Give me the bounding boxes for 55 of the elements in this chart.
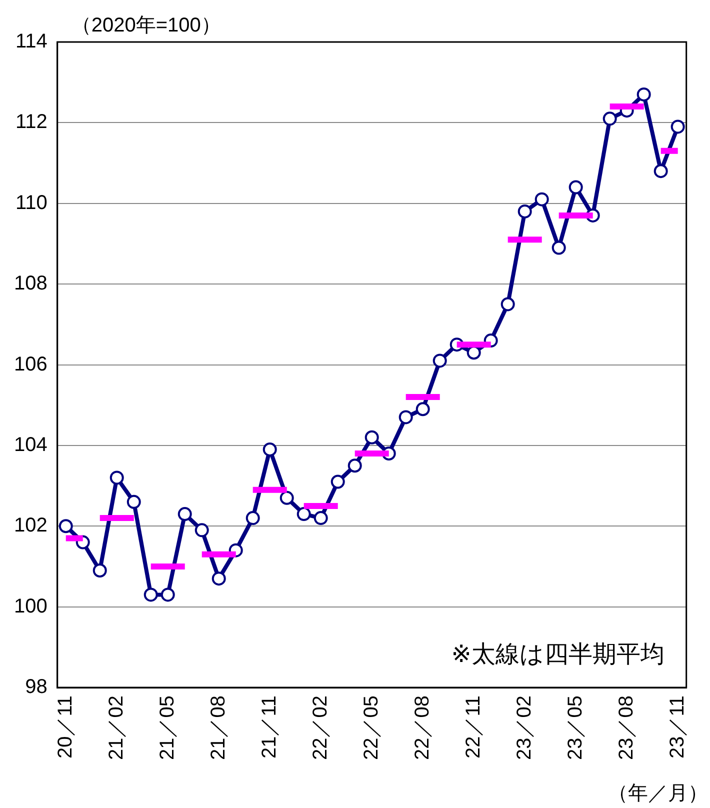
- x-axis-title: （年／月）: [608, 782, 708, 805]
- point: [92, 564, 107, 578]
- point: [212, 572, 226, 586]
- point: [364, 430, 379, 444]
- point: [636, 87, 651, 102]
- x-tick-label: 22／08: [411, 696, 434, 760]
- annotation: ※太線は四半期平均: [451, 641, 664, 668]
- point: [534, 192, 549, 206]
- x-tick-label: 23／08: [615, 696, 638, 760]
- x-tick-label: 20／11: [54, 696, 76, 759]
- x-tick-label: 21／11: [258, 696, 280, 759]
- y-tick-label: 108: [14, 272, 48, 295]
- point: [110, 470, 124, 485]
- point: [262, 442, 277, 456]
- point: [500, 297, 515, 312]
- y-tick-label: 104: [14, 434, 48, 456]
- point: [330, 474, 345, 489]
- y-tick-label: 100: [14, 595, 48, 618]
- point: [280, 490, 294, 505]
- x-tick-label: 23／05: [564, 696, 586, 760]
- point: [58, 519, 73, 534]
- point: [654, 164, 668, 178]
- y-tick-label: 112: [15, 111, 48, 134]
- point: [398, 410, 413, 424]
- x-tick-label: 23／11: [666, 696, 688, 759]
- point: [314, 511, 328, 526]
- point: [466, 346, 481, 360]
- point: [432, 354, 447, 368]
- point: [246, 511, 260, 526]
- point: [178, 507, 192, 522]
- point: [552, 240, 566, 255]
- point: [126, 494, 141, 509]
- point: [194, 523, 209, 538]
- point: [602, 112, 617, 126]
- x-tick-label: 23／02: [513, 696, 536, 760]
- y-tick-label: 114: [15, 30, 48, 53]
- x-tick-label: 21／02: [105, 696, 128, 760]
- y-tick-label: 106: [14, 353, 48, 376]
- y-tick-label: 110: [15, 192, 48, 214]
- y-axis-title: （2020年=100）: [71, 14, 221, 37]
- y-tick-label: 102: [14, 514, 48, 537]
- x-tick-label: 22／02: [309, 696, 332, 760]
- x-tick-label: 21／08: [207, 696, 230, 760]
- x-tick-label: 22／11: [462, 696, 484, 759]
- point: [670, 120, 685, 134]
- y-tick-label: 98: [25, 676, 48, 698]
- point: [568, 180, 583, 194]
- point: [160, 588, 175, 602]
- point: [144, 588, 158, 602]
- point: [416, 402, 430, 416]
- x-tick-label: 22／05: [360, 696, 382, 760]
- point: [348, 458, 362, 473]
- point: [518, 204, 532, 218]
- x-tick-label: 21／05: [156, 696, 178, 760]
- point: [296, 507, 311, 522]
